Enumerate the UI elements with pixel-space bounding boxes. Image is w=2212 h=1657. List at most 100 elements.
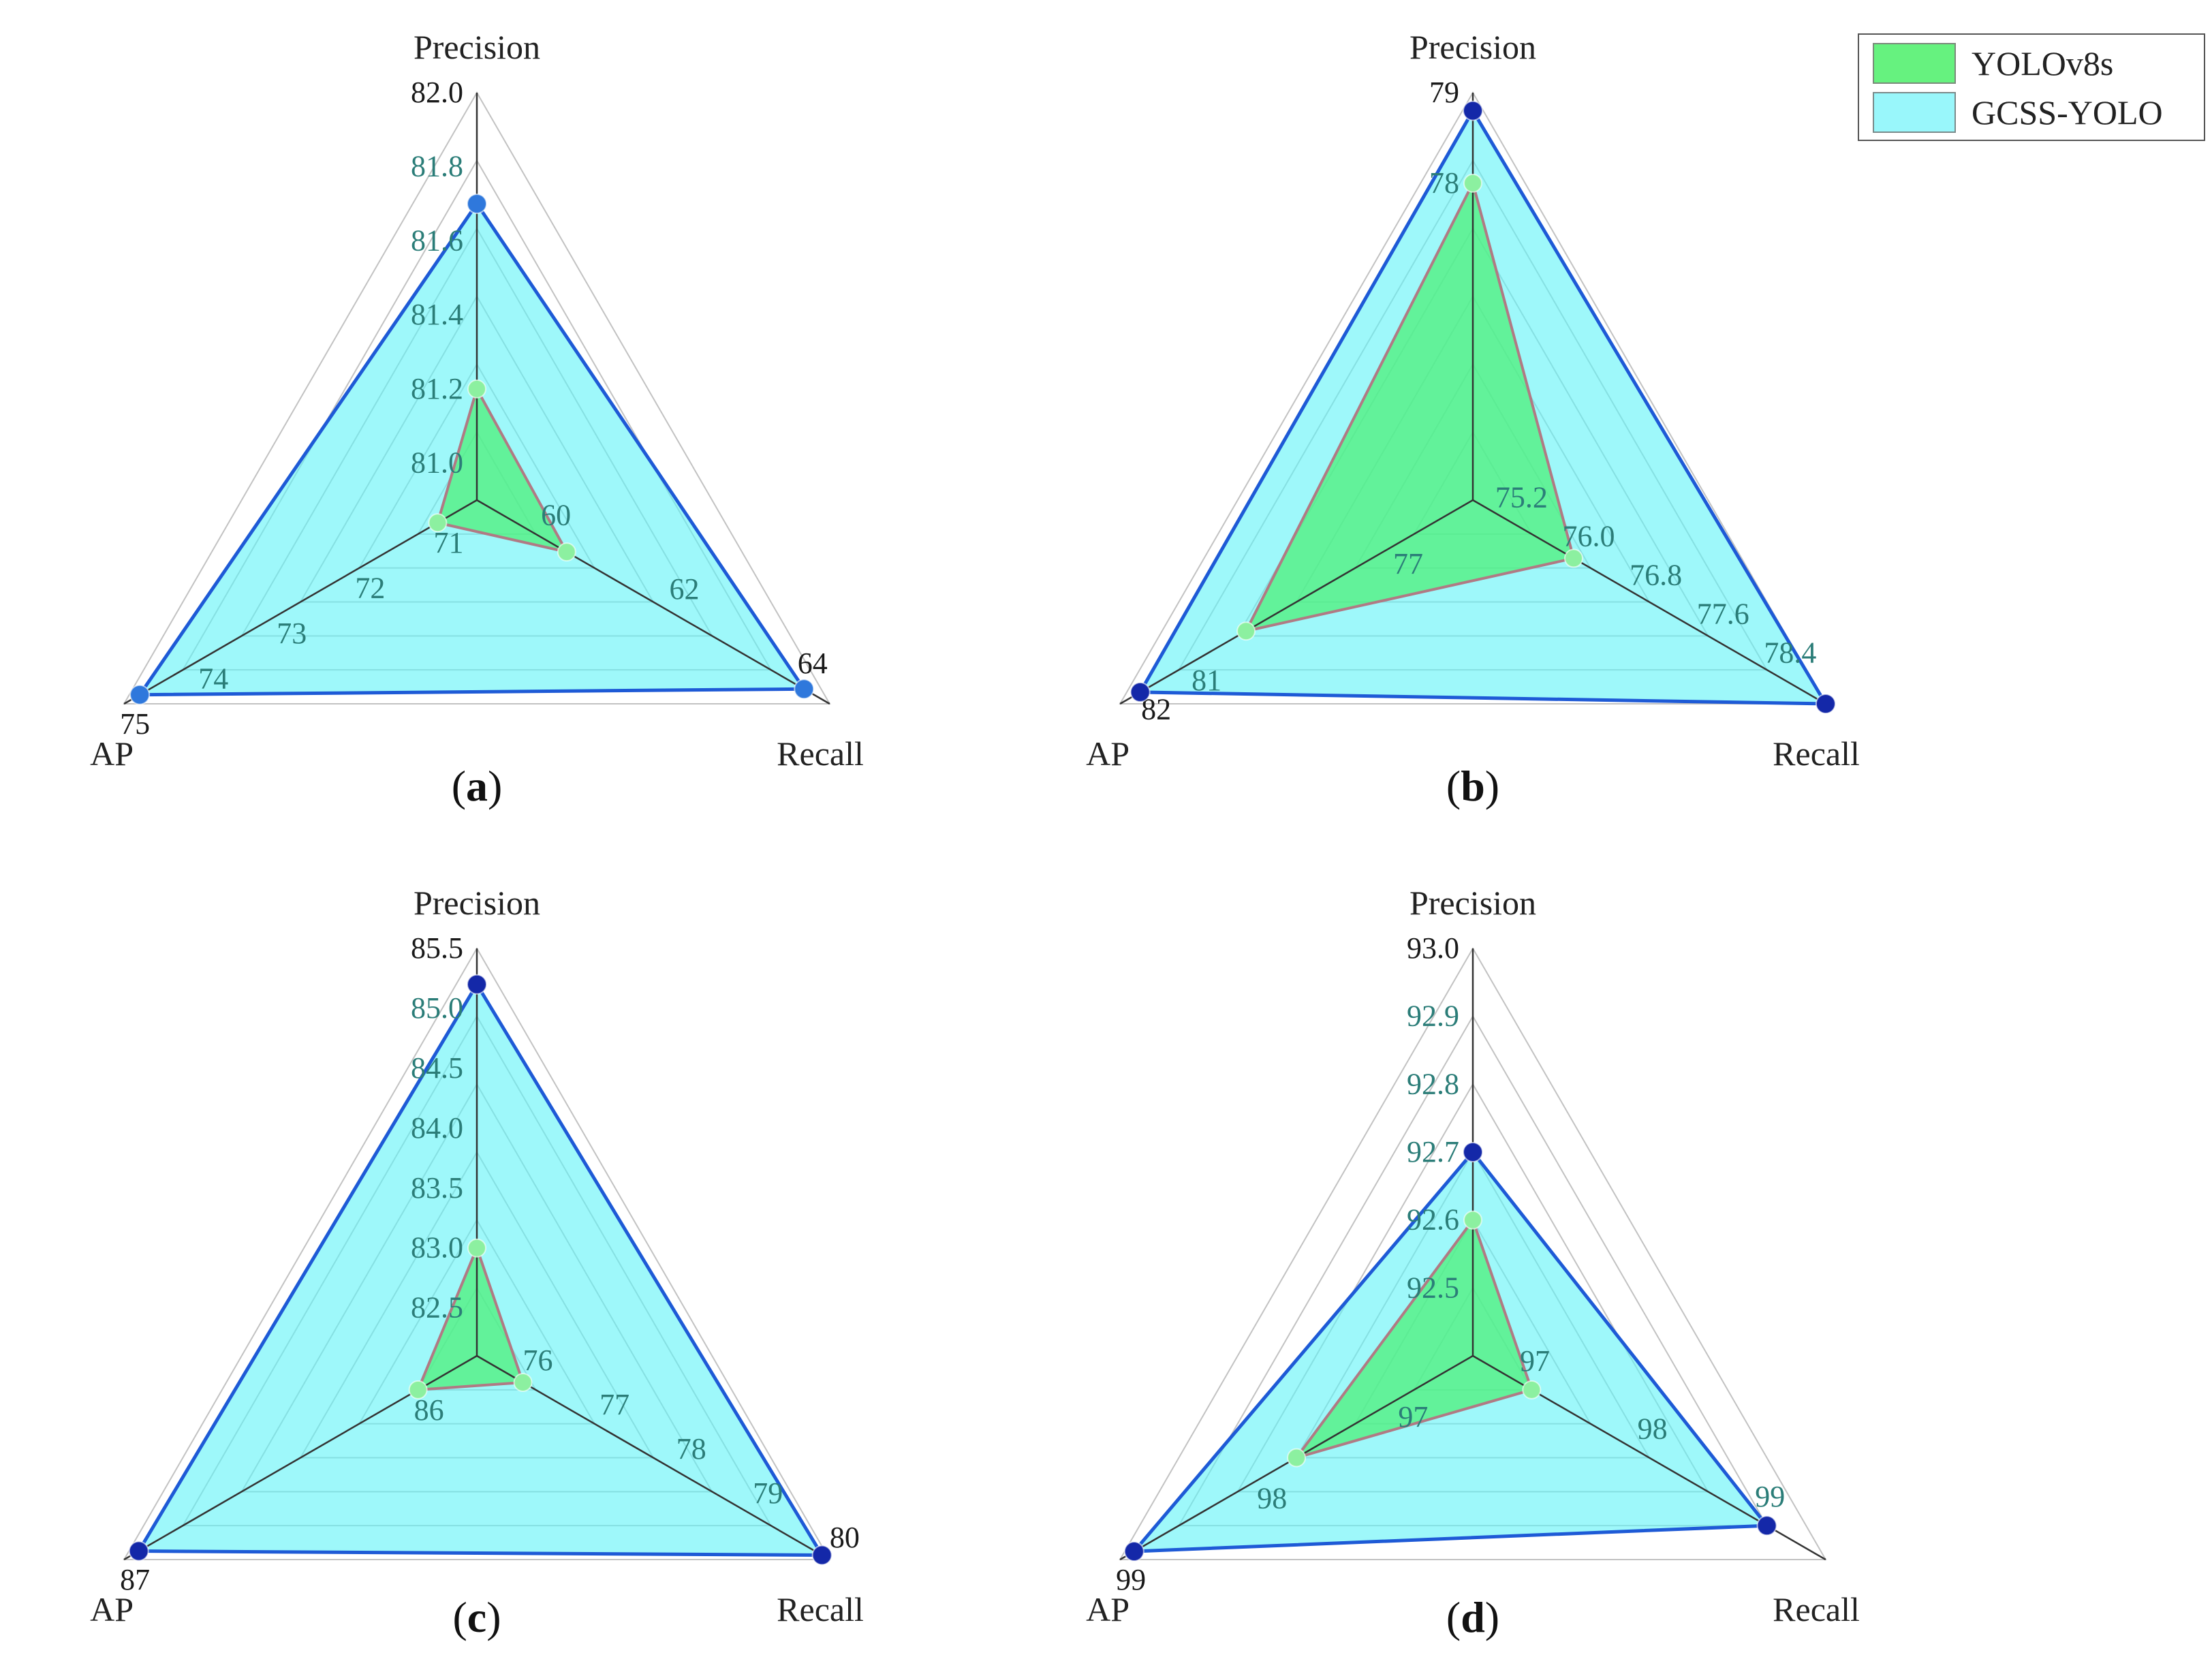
grid-ring [1119, 91, 1827, 704]
tick-label-ap: 81 [1191, 664, 1221, 697]
tick-label-precision: 92.8 [1407, 1067, 1459, 1100]
data-point-gcss-yolo-recall [1815, 694, 1836, 714]
tick-label-precision: 81.0 [411, 446, 463, 480]
axis-label-precision: Precision [414, 884, 540, 922]
tick-label-recall: 62 [669, 572, 699, 606]
series-area-yolov8s [416, 1244, 525, 1392]
tick-label-recall: 80 [830, 1521, 860, 1554]
axis-label-recall: Recall [777, 734, 864, 773]
radar-panel-c: 85.585.084.584.083.583.082.5767778798086… [90, 884, 864, 1641]
data-point-yolov8s-precision [1463, 173, 1482, 193]
tick-label-recall: 79 [753, 1476, 783, 1510]
tick-label-precision: 81.8 [411, 150, 463, 183]
data-point-yolov8s-recall [557, 542, 576, 562]
tick-label-precision: 92.7 [1407, 1135, 1459, 1168]
tick-label-recall: 76.8 [1630, 558, 1682, 591]
tick-label-recall: 77.6 [1697, 597, 1749, 630]
tick-label-precision: 79 [1429, 76, 1459, 109]
tick-label-precision: 81.2 [411, 372, 463, 405]
axis-line-ap [1119, 499, 1474, 705]
axis-label-ap: AP [1086, 734, 1130, 773]
tick-label-precision: 85.5 [411, 931, 463, 965]
axis-label-precision: Precision [1409, 884, 1536, 922]
panel-label-c: (c) [452, 1593, 501, 1641]
tick-label-recall: 76.0 [1562, 519, 1615, 553]
tick-label-ap: 74 [198, 662, 228, 696]
panel-label-d: (d) [1446, 1593, 1499, 1641]
tick-label-ap: 75 [120, 707, 150, 741]
legend: YOLOv8s GCSS-YOLO [1858, 33, 2205, 141]
data-point-gcss-yolo-recall [794, 679, 815, 700]
grid-ring [123, 91, 831, 704]
tick-label-precision: 83.0 [411, 1231, 463, 1265]
axis-line-ap [123, 499, 478, 705]
tick-label-precision: 92.5 [1407, 1271, 1459, 1304]
tick-label-ap: 72 [355, 572, 385, 605]
tick-label-recall: 99 [1755, 1480, 1785, 1513]
legend-swatch-yolov8s [1873, 43, 1956, 84]
tick-label-recall: 64 [798, 647, 828, 680]
tick-label-precision: 82.0 [411, 76, 463, 109]
tick-label-ap: 87 [120, 1563, 150, 1596]
tick-label-recall: 78.4 [1764, 636, 1816, 669]
tick-label-ap: 77 [1393, 547, 1423, 580]
tick-label-recall: 75.2 [1495, 480, 1548, 514]
tick-label-recall: 60 [541, 498, 571, 531]
tick-label-precision: 83.5 [411, 1171, 463, 1205]
data-point-yolov8s-recall [1522, 1380, 1542, 1399]
axis-label-ap: AP [1086, 1590, 1130, 1628]
axis-label-ap: AP [90, 1590, 134, 1628]
legend-label-gcss-yolo: GCSS-YOLO [1972, 93, 2163, 131]
data-point-yolov8s-precision [467, 379, 486, 399]
data-point-gcss-yolo-ap [128, 1540, 149, 1562]
tick-label-precision: 82.5 [411, 1291, 463, 1325]
panel-label-a: (a) [452, 762, 503, 810]
tick-label-recall: 76 [523, 1344, 553, 1377]
data-point-gcss-yolo-ap [1123, 1541, 1144, 1562]
tick-label-recall: 97 [1520, 1344, 1550, 1378]
tick-label-precision: 85.0 [411, 991, 463, 1025]
legend-label-yolov8s: YOLOv8s [1972, 44, 2113, 82]
tick-label-precision: 92.9 [1407, 1000, 1459, 1033]
tick-label-precision: 93.0 [1407, 931, 1459, 965]
radar-panel-d: 93.0 92.9 92.8 92.7 92.6 92.5 97 98 99 97 98 99 Prec… [1086, 884, 1860, 1641]
axis-label-precision: Precision [414, 28, 540, 66]
radar-panel-a: 82.081.881.681.481.281.06062647172737475… [90, 28, 864, 810]
panel-label-b: (b) [1446, 762, 1499, 810]
radar-panel-b: 797875.276.076.877.678.4778182PrecisionR… [1086, 28, 1860, 810]
grid-ring [123, 946, 831, 1560]
axis-label-precision: Precision [1409, 28, 1536, 66]
tick-label-precision: 81.6 [411, 223, 463, 257]
series-area-yolov8s [435, 385, 570, 555]
data-point-yolov8s-recall [513, 1373, 533, 1392]
tick-label-ap: 73 [277, 617, 307, 650]
tick-label-recall: 78 [676, 1432, 706, 1466]
axis-line-recall [1472, 499, 1826, 705]
legend-swatch-gcss-yolo [1873, 92, 1956, 133]
axis-label-ap: AP [90, 734, 134, 773]
data-point-gcss-yolo-precision [467, 974, 487, 995]
tick-label-precision: 84.5 [411, 1051, 463, 1085]
series-area-yolov8s [1243, 179, 1576, 634]
data-point-gcss-yolo-precision [1463, 1142, 1483, 1162]
tick-label-ap: 98 [1257, 1481, 1287, 1515]
grid-ring [1119, 947, 1827, 1560]
axis-label-recall: Recall [1773, 1590, 1860, 1628]
data-point-yolov8s-ap [408, 1380, 428, 1399]
axis-line-recall [476, 1354, 830, 1561]
data-point-yolov8s-precision [1463, 1210, 1482, 1230]
data-point-yolov8s-precision [467, 1238, 486, 1258]
tick-label-precision: 81.4 [411, 298, 463, 331]
tick-label-ap: 99 [1116, 1563, 1146, 1596]
data-point-gcss-yolo-precision [1463, 100, 1483, 121]
data-point-gcss-yolo-precision [467, 193, 487, 215]
data-point-gcss-yolo-ap [129, 684, 151, 705]
axis-label-recall: Recall [1773, 734, 1860, 773]
tick-label-precision: 78 [1429, 166, 1459, 200]
data-point-yolov8s-recall [1563, 548, 1583, 568]
tick-label-precision: 84.0 [411, 1111, 463, 1145]
axis-line-recall [476, 499, 830, 705]
tick-label-recall: 98 [1638, 1412, 1668, 1446]
data-point-yolov8s-ap [1236, 621, 1256, 641]
